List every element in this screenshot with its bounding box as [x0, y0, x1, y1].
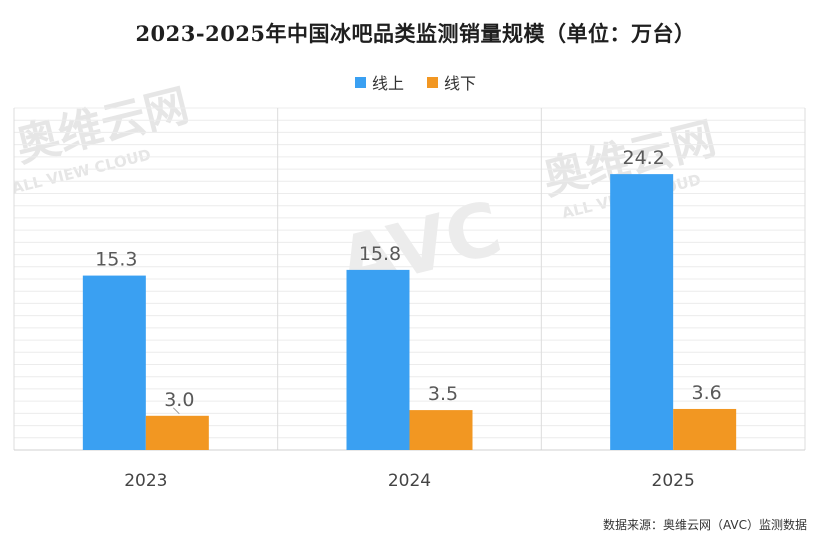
data-label-offline-2024: 3.5	[428, 383, 458, 405]
bar-offline-2024	[409, 410, 473, 450]
legend: 线上 线下	[0, 70, 831, 94]
data-label-leader-line	[172, 407, 180, 415]
x-tick-label-2024: 2024	[388, 471, 431, 491]
data-label-offline-2025: 3.6	[692, 382, 722, 404]
x-tick-label-2023: 2023	[124, 471, 167, 491]
data-label-offline-2023: 3.0	[164, 389, 194, 411]
bar-online-2023	[82, 275, 146, 450]
bar-online-2024	[346, 269, 410, 450]
bar-offline-2025	[673, 408, 737, 450]
x-tick-label-2025: 2025	[652, 471, 695, 491]
bar-online-2025	[610, 174, 674, 450]
legend-item-online: 线上	[354, 70, 404, 94]
legend-label-online: 线上	[371, 74, 404, 93]
data-source-note: 数据来源：奥维云网（AVC）监测数据	[602, 518, 807, 532]
legend-item-offline: 线下	[427, 70, 476, 94]
legend-label-offline: 线下	[444, 74, 477, 93]
legend-swatch-offline	[427, 76, 439, 88]
data-label-online-2024: 15.8	[359, 243, 401, 265]
data-label-online-2025: 24.2	[623, 147, 665, 169]
data-label-online-2023: 15.3	[95, 249, 137, 271]
bar-offline-2023	[145, 415, 209, 450]
chart-title: 2023-2025年中国冰吧品类监测销量规模（单位：万台）	[135, 21, 696, 46]
legend-swatch-online	[354, 76, 366, 88]
